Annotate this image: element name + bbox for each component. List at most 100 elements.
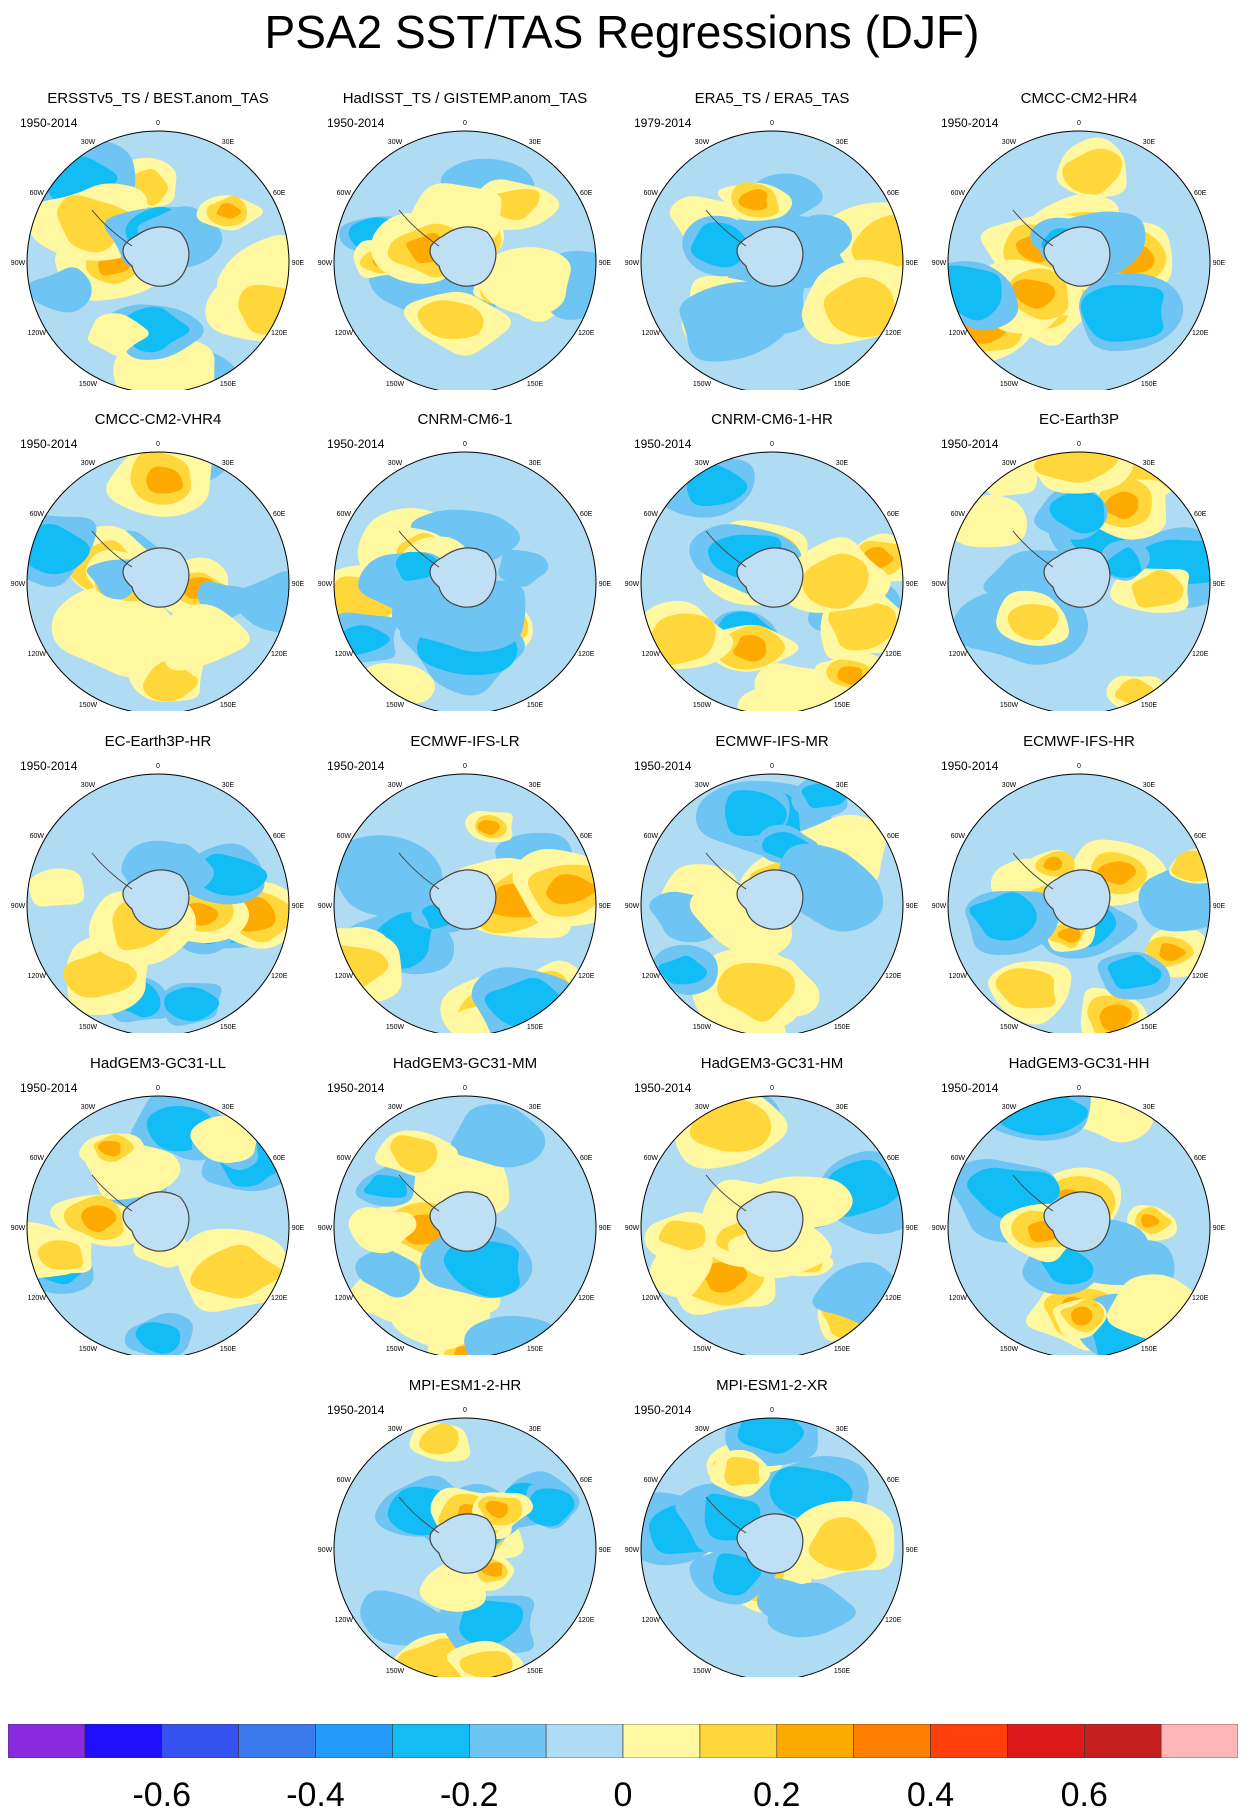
longitude-label: 90W [932,1225,947,1232]
longitude-label: 90W [625,260,640,267]
panel-years: 1950-2014 [20,437,78,451]
longitude-label: 60E [273,190,286,197]
longitude-label: 60W [337,511,352,518]
longitude-label: 120E [885,1617,902,1624]
longitude-label: 30E [529,1104,542,1111]
colorbar [8,1724,1238,1758]
polar-map: 030E60E90E120E150E180150W120W90W60W30W [11,120,305,390]
panel-title: ERSSTv5_TS / BEST.anom_TAS [47,90,269,107]
map-panel: CNRM-CM6-1-HR 1950-2014 0 30E 60E 90E 120E 150E… [622,411,922,711]
longitude-label: 30E [836,1426,849,1433]
contour-blob [334,835,443,917]
polar-map: 030E60E90E120E150E180150W120W90W60W30W [625,441,919,711]
longitude-label: 60W [30,511,45,518]
longitude-label: 90W [932,903,947,910]
longitude-label: 150W [1000,1024,1019,1031]
peninsula-coastline [1012,530,1054,568]
contour-blob [477,247,571,316]
map-panel: CMCC-CM2-HR4 1950-2014 0 30E 60E 90E 120E 150E 1… [929,90,1229,390]
contour-blob [63,949,137,998]
panel-title: EC-Earth3P [1038,411,1120,428]
longitude-label: 30E [1143,460,1156,467]
panel-years: 1950-2014 [327,1403,385,1417]
longitude-label: 60W [337,833,352,840]
longitude-label: 30W [388,1426,403,1433]
longitude-label: 90E [599,903,612,910]
longitude-label: 0 [770,1085,774,1092]
contour-blob [525,1488,575,1527]
longitude-label: 120E [1192,973,1209,980]
antarctica-coastline [1043,226,1111,287]
panel-years: 1950-2014 [327,116,385,130]
longitude-label: 60E [887,1155,900,1162]
antarctica-coastline [736,226,804,287]
longitude-label: 90W [625,1547,640,1554]
contour-blob [996,1096,1089,1136]
longitude-label: 90E [906,1225,919,1232]
polar-map: 030E60E90E120E150E180150W120W90W60W30W [318,120,612,390]
longitude-label: 90E [906,260,919,267]
contour-blob [724,1456,760,1486]
contour-blob [698,1261,748,1293]
colorbar-tick-label: 0.6 [1060,1776,1108,1814]
panel-title: CNRM-CM6-1 [417,411,513,428]
contour-blob [1107,954,1162,990]
panel-title: EC-Earth3P-HR [104,733,212,750]
polar-map: 030E60E90E120E150E180150W120W90W60W30W [625,120,919,390]
contour-blob [1141,1214,1160,1228]
longitude-label: 0 [1077,120,1081,127]
panel-years: 1950-2014 [941,116,999,130]
antarctica-coastline [429,226,497,287]
longitude-label: 30E [222,1104,235,1111]
colorbar-box [1007,1724,1085,1758]
longitude-label: 90E [906,1547,919,1554]
longitude-label: 60W [951,190,966,197]
contour-blob [969,892,1037,941]
longitude-label: 120W [949,651,968,658]
longitude-label: 0 [156,1085,160,1092]
longitude-label: 60E [580,190,593,197]
longitude-label: 90E [292,1225,305,1232]
panel-title: ECMWF-IFS-LR [410,733,520,750]
longitude-label: 60E [580,833,593,840]
map-panel: ECMWF-IFS-HR 1950-2014 0 30E 60E 90E 120E 150E 1… [929,733,1229,1033]
colorbar-box [315,1724,393,1758]
longitude-label: 150W [386,702,405,709]
antarctica-coastline [736,869,804,930]
contour-blob [823,277,897,338]
contour-blob [828,600,897,651]
map-panel: ECMWF-IFS-MR 1950-2014 0 30E 60E 90E 120E 150E 1… [622,733,922,1033]
contour-blob [767,1582,856,1638]
longitude-label: 0 [463,441,467,448]
panel-years: 1950-2014 [20,116,78,130]
contour-blob [1096,861,1137,885]
peninsula-coastline [705,209,747,247]
antarctica-coastline [1043,869,1111,930]
longitude-label: 0 [156,120,160,127]
contour-blob [348,1207,417,1254]
longitude-label: 30W [81,1104,96,1111]
longitude-label: 120E [1192,1295,1209,1302]
longitude-label: 90W [11,260,26,267]
map-border [26,773,290,1033]
panel-years: 1950-2014 [327,759,385,773]
antarctica-coastline [736,1191,804,1252]
longitude-label: 60W [951,1155,966,1162]
regression-field [948,131,1210,390]
longitude-label: 30W [695,1104,710,1111]
map-border [947,130,1211,390]
longitude-label: 30E [222,139,235,146]
longitude-label: 60E [1194,190,1207,197]
peninsula-coastline [398,1496,440,1534]
map-panel: CMCC-CM2-VHR4 1950-2014 0 30E 60E 90E 120E 150E… [8,411,308,711]
longitude-label: 150E [527,1346,544,1353]
panel-title: CMCC-CM2-HR4 [1020,90,1138,107]
longitude-label: 30W [1002,782,1017,789]
contour-blob [488,188,540,221]
longitude-label: 120E [1192,330,1209,337]
contour-blob [417,300,484,340]
contour-blob [459,1599,524,1646]
longitude-label: 30W [695,782,710,789]
panel-title: CNRM-CM6-1-HR [711,411,833,428]
longitude-label: 30E [222,460,235,467]
